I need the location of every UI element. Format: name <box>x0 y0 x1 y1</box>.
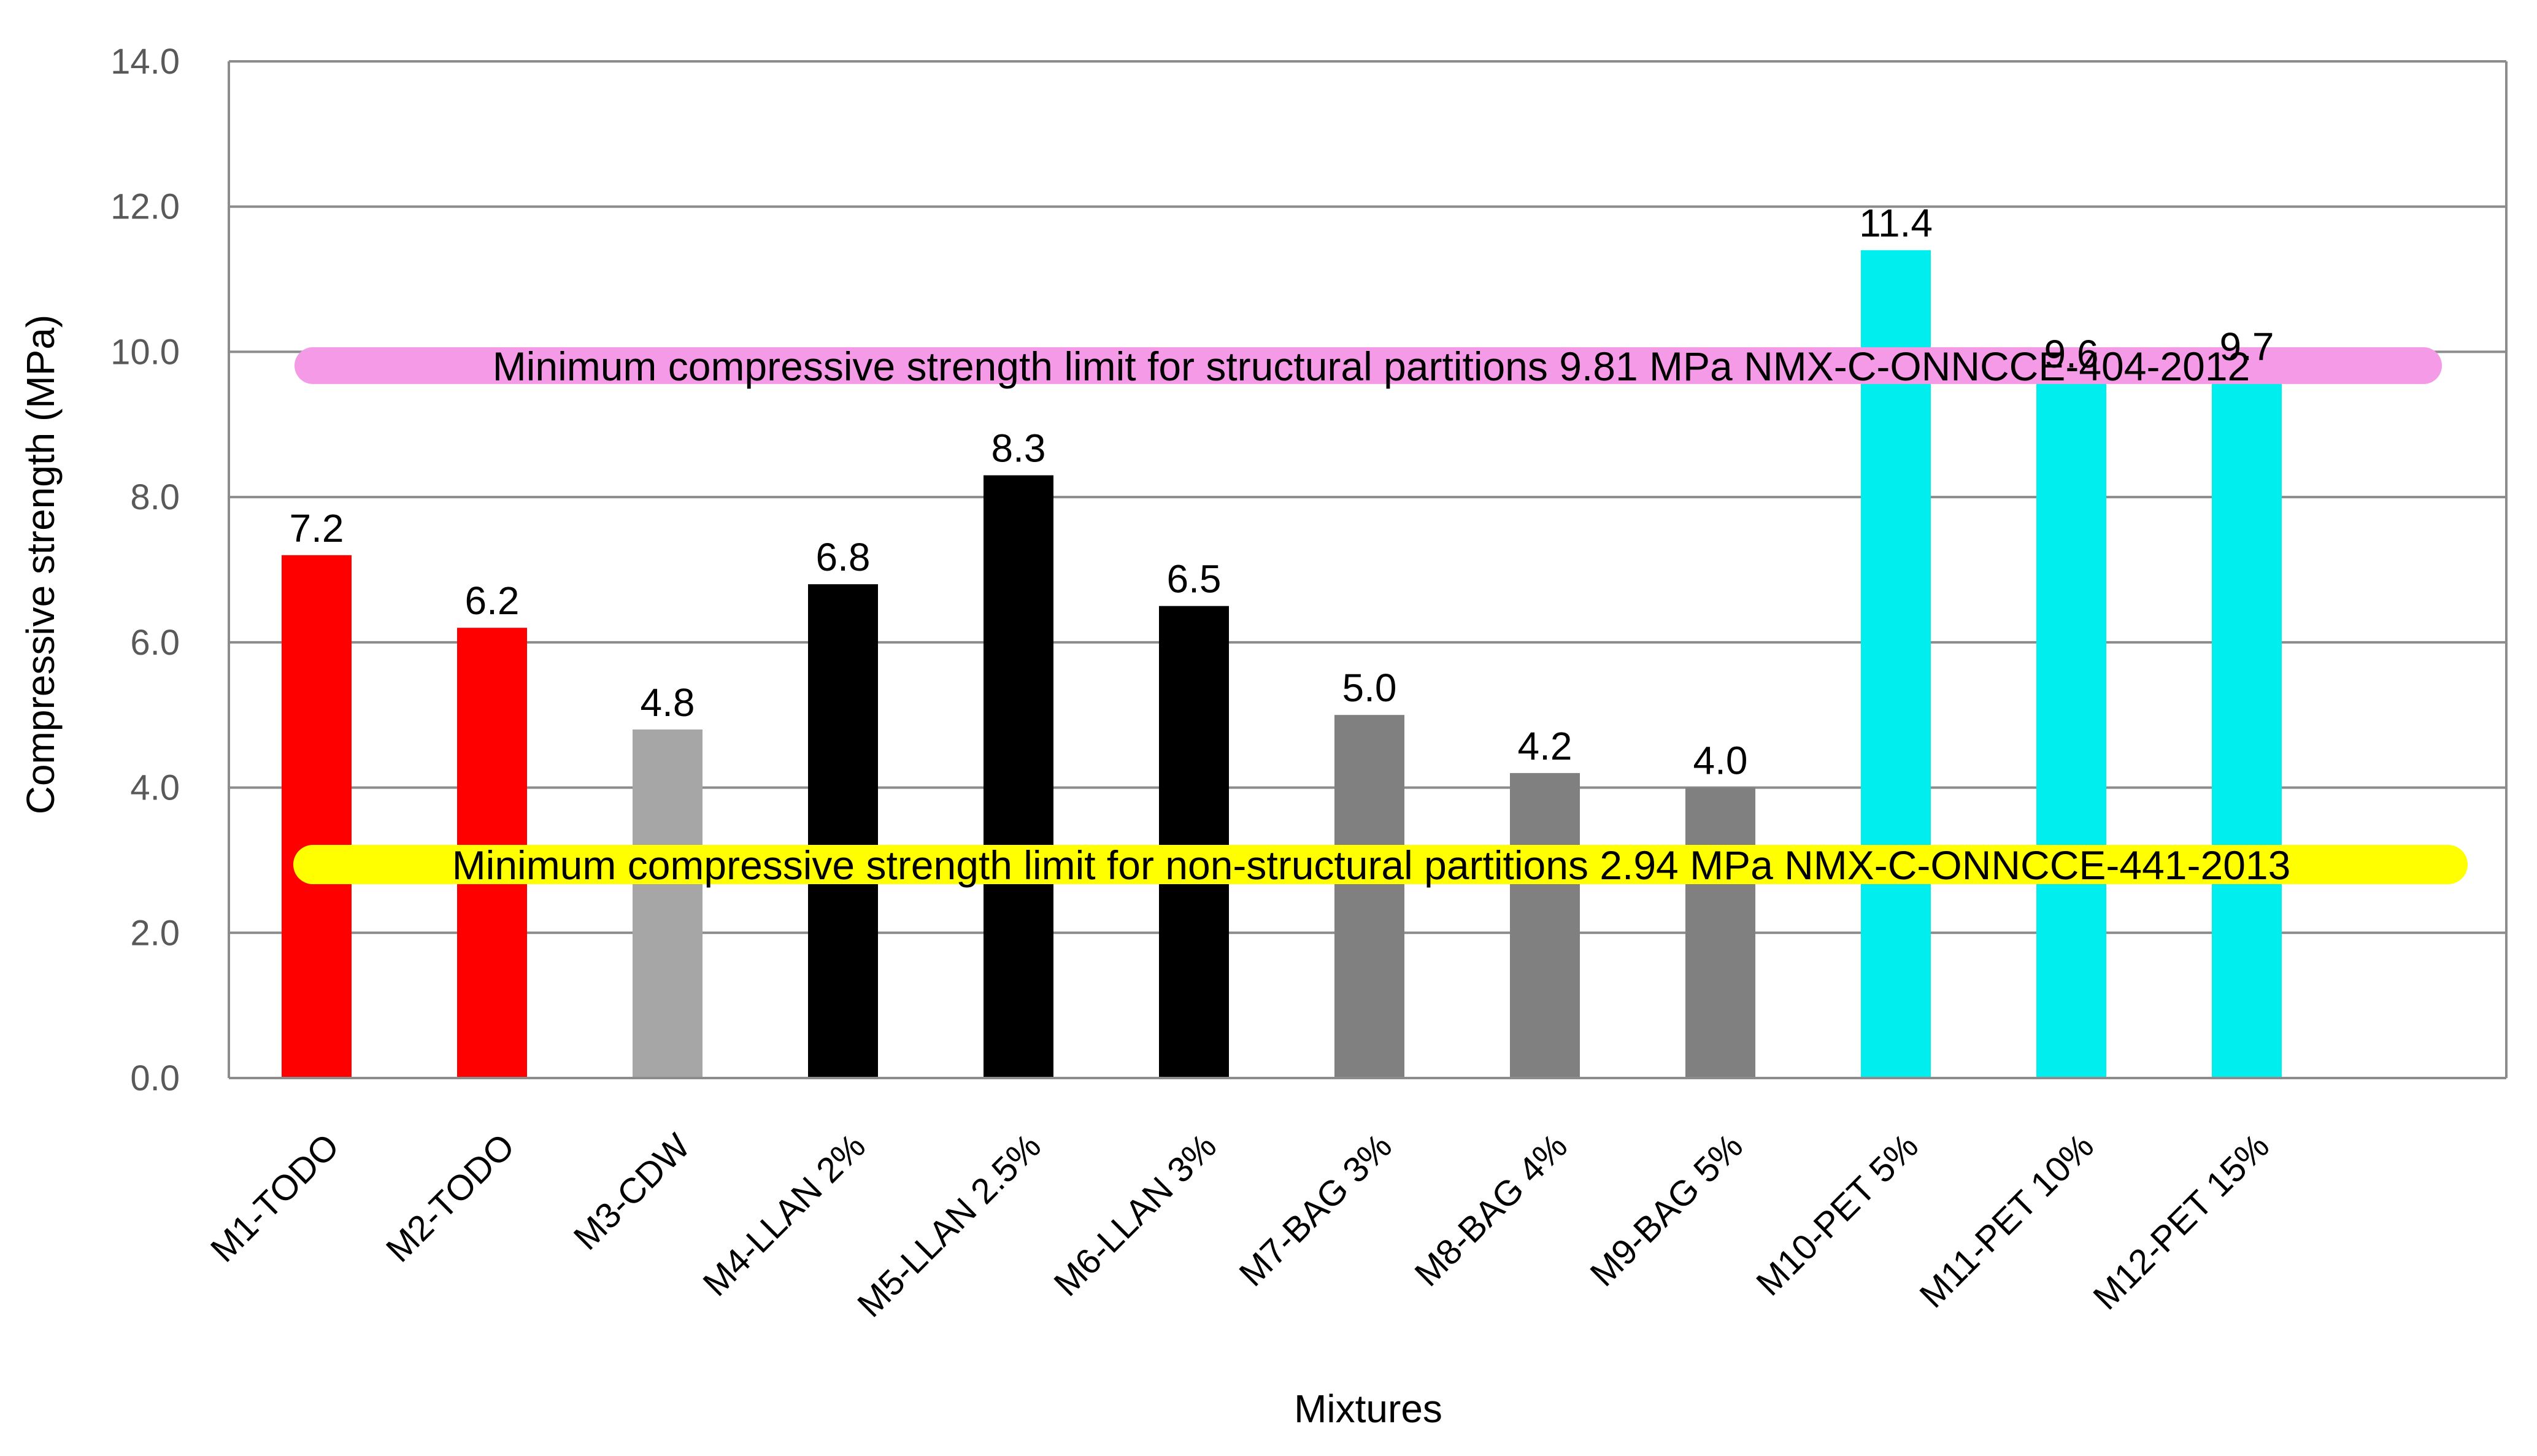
bar <box>1159 606 1229 1078</box>
data-label: 5.0 <box>1342 666 1397 710</box>
data-label: 4.0 <box>1693 739 1748 783</box>
x-tick-label: M8-BAG 4% <box>1407 1126 1575 1294</box>
bar <box>1510 772 1580 1078</box>
x-tick-label: M1-TODO <box>203 1126 347 1269</box>
bar <box>2036 380 2106 1078</box>
y-tick-label: 4.0 <box>130 768 180 808</box>
y-tick-label: 6.0 <box>130 623 180 663</box>
bar <box>808 584 878 1078</box>
x-tick-label: M10-PET 5% <box>1749 1126 1926 1303</box>
x-tick-label: M9-BAG 5% <box>1582 1126 1750 1294</box>
y-tick-label: 0.0 <box>130 1058 180 1098</box>
x-tick-label: M12-PET 15% <box>2085 1126 2277 1317</box>
y-tick-label: 10.0 <box>110 332 180 372</box>
x-tick-label: M7-BAG 3% <box>1231 1126 1399 1294</box>
reference-label-structural: Minimum compressive strength limit for s… <box>493 344 2250 389</box>
data-label: 6.2 <box>465 579 520 623</box>
x-tick-label: M5-LLAN 2.5% <box>850 1126 1049 1325</box>
bar <box>1861 250 1931 1079</box>
data-label: 9.7 <box>2220 325 2274 369</box>
x-tick-label: M2-TODO <box>379 1126 522 1269</box>
data-label: 6.5 <box>1167 557 1222 601</box>
reference-label-non-structural: Minimum compressive strength limit for n… <box>452 842 2291 888</box>
data-label: 11.4 <box>1859 201 1933 245</box>
axes <box>228 61 2508 1079</box>
bar <box>2212 373 2282 1078</box>
data-label: 6.8 <box>816 535 871 579</box>
data-label: 9.6 <box>2044 332 2099 376</box>
data-label: 4.2 <box>1518 724 1573 768</box>
y-tick-label: 8.0 <box>130 477 180 517</box>
data-label: 7.2 <box>290 506 344 550</box>
bar <box>282 555 352 1078</box>
y-tick-label: 2.0 <box>130 913 180 953</box>
x-tick-label: M4-LLAN 2% <box>695 1126 873 1304</box>
x-axis-title: Mixtures <box>1294 1387 1442 1431</box>
data-label: 4.8 <box>641 680 695 725</box>
y-tick-label: 12.0 <box>110 187 180 227</box>
y-tick-label: 14.0 <box>110 42 180 82</box>
bar <box>984 475 1053 1078</box>
bar <box>1334 715 1404 1078</box>
data-label: 8.3 <box>991 426 1046 471</box>
y-axis-title: Compressive strength (MPa) <box>18 315 63 814</box>
x-tick-label: M11-PET 10% <box>1912 1126 2101 1315</box>
bar <box>1685 787 1755 1078</box>
bar <box>633 729 703 1078</box>
reference-lines: Minimum compressive strength limit for s… <box>293 344 2468 888</box>
x-tick-label: M6-LLAN 3% <box>1046 1126 1224 1304</box>
x-tick-label: M3-CDW <box>566 1126 698 1258</box>
